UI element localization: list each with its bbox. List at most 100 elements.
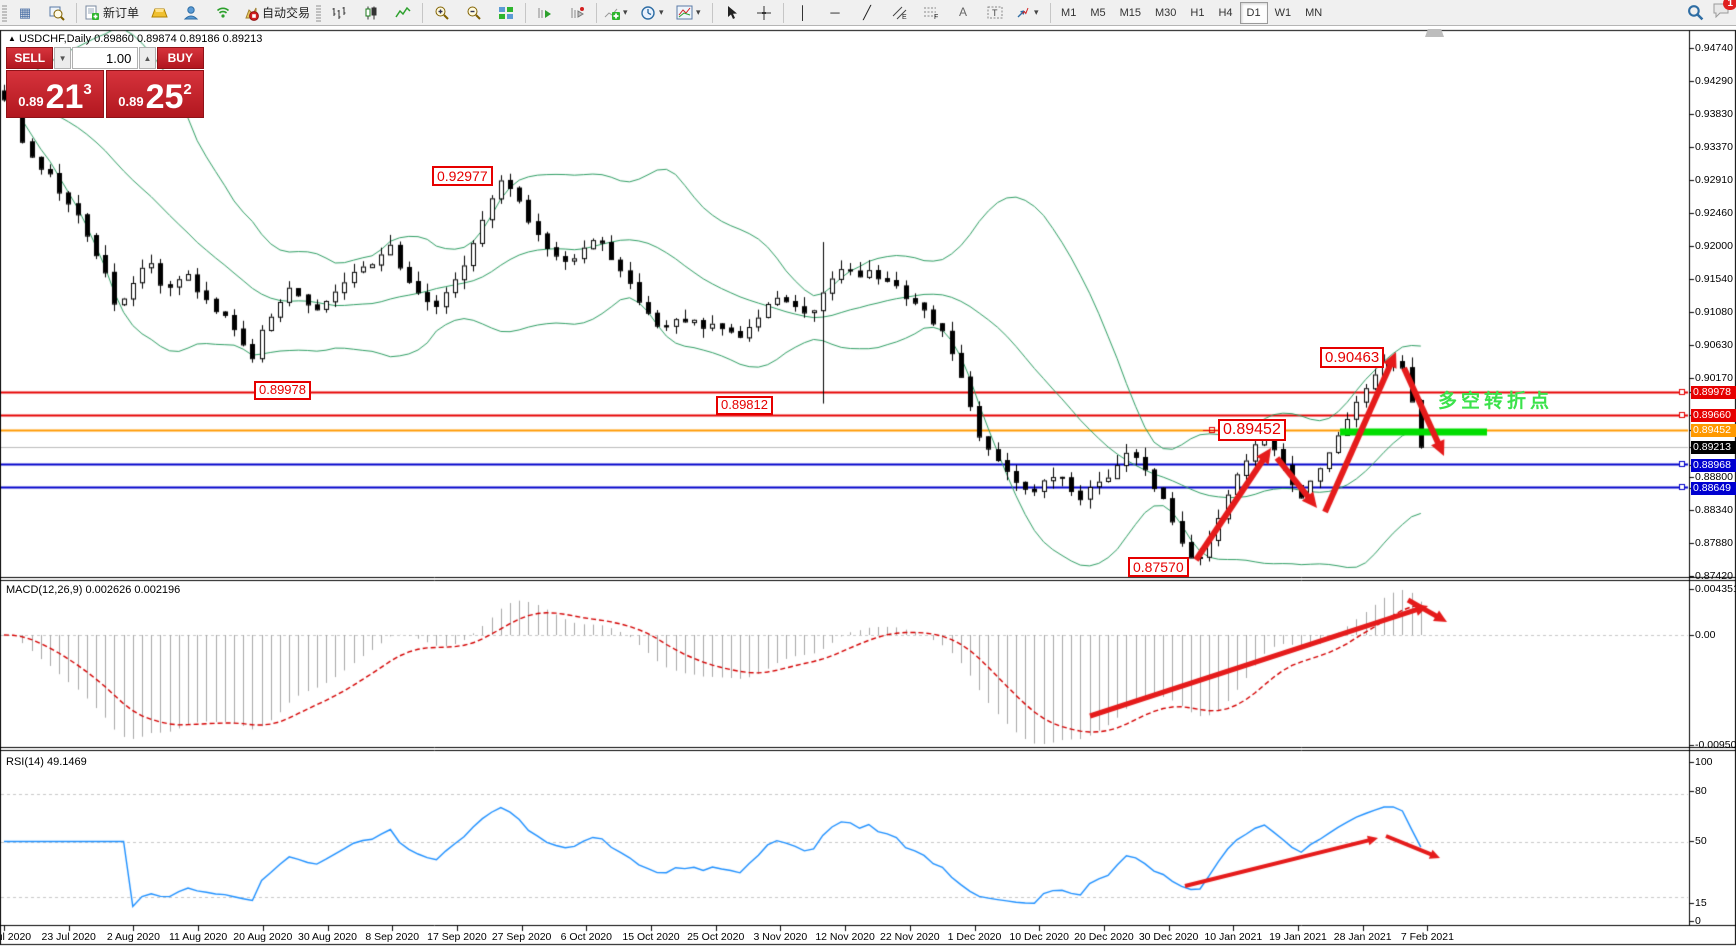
- timeframe-button-m5[interactable]: M5: [1090, 6, 1106, 19]
- toolbar-right: 1: [1687, 0, 1736, 23]
- price-tick-label: 0.90630: [1695, 339, 1733, 351]
- new-order-button[interactable]: 新订单: [80, 1, 143, 25]
- price-callout[interactable]: 0.89978: [254, 381, 311, 400]
- price-callout[interactable]: 0.87570: [1128, 557, 1189, 578]
- date-label: 22 Nov 2020: [880, 931, 940, 943]
- timeframe-button-h1[interactable]: H1: [1190, 6, 1205, 19]
- timeframe-button-d1[interactable]: D1: [1239, 1, 1268, 24]
- trendline-icon: ╱: [863, 5, 871, 20]
- zoom-in-button[interactable]: [426, 1, 458, 25]
- auto-trading-label: 自动交易: [262, 6, 311, 20]
- svg-text:T: T: [992, 8, 998, 18]
- line-chart-button[interactable]: [387, 1, 419, 25]
- shapes-dropdown-caret[interactable]: ▾: [1034, 7, 1039, 17]
- candlestick-button[interactable]: [355, 1, 387, 25]
- auto-trading-button[interactable]: 自动交易: [239, 1, 314, 25]
- symbol-ohlc-header[interactable]: ▲ USDCHF,Daily 0.89860 0.89874 0.89186 0…: [8, 33, 262, 45]
- price-tick-label: 0.87420: [1695, 570, 1733, 582]
- price-badge: 0.88649: [1691, 481, 1736, 495]
- horizontal-line-icon: ─: [830, 5, 840, 20]
- chart-window-button[interactable]: ▦: [9, 1, 41, 25]
- price-callout[interactable]: 0.92977: [432, 166, 493, 187]
- timeframe-button-m30[interactable]: M30: [1155, 6, 1177, 19]
- new-order-label: 新订单: [103, 6, 140, 20]
- collapse-arrow-icon[interactable]: ▲: [8, 34, 16, 43]
- templates-button[interactable]: ▾: [672, 1, 709, 25]
- price-badge: 0.88968: [1691, 458, 1736, 472]
- notifications-button[interactable]: 1: [1712, 0, 1736, 23]
- buy-button[interactable]: BUY: [156, 47, 205, 69]
- indicators-dropdown-caret[interactable]: ▾: [623, 7, 628, 17]
- price-tick-label: 0.93830: [1695, 108, 1733, 120]
- toolbar-separator: [712, 2, 714, 23]
- text-label-tool[interactable]: T: [979, 1, 1011, 25]
- auto-scroll-button[interactable]: [529, 1, 561, 25]
- fibonacci-tool[interactable]: F: [915, 1, 947, 25]
- volume-input[interactable]: 1.00: [71, 47, 139, 69]
- price-callout[interactable]: 0.89452: [1218, 419, 1286, 442]
- date-label: 8 Sep 2020: [365, 931, 420, 943]
- price-tick-label: 0.92910: [1695, 174, 1733, 186]
- date-label: 15 Oct 2020: [622, 931, 680, 943]
- search-icon[interactable]: [1687, 4, 1704, 21]
- shapes-tool[interactable]: ▾: [1011, 1, 1047, 25]
- volume-increase-button[interactable]: ▲: [139, 47, 156, 69]
- date-label: 10 Jan 2021: [1204, 931, 1263, 943]
- chart-scroll-thumb[interactable]: [1425, 29, 1444, 37]
- buy-price-button[interactable]: 0.89 25 2: [106, 70, 204, 118]
- auto-scroll-icon: [538, 7, 552, 18]
- crosshair-tool-button[interactable]: [748, 1, 780, 25]
- main-toolbar: ▦ 新订单 自动交易: [0, 0, 1736, 26]
- vertical-line-tool[interactable]: │: [787, 1, 819, 25]
- community-button[interactable]: [175, 1, 207, 25]
- horizontal-line-tool[interactable]: ─: [819, 1, 851, 25]
- templates-icon: [676, 5, 693, 20]
- rsi-axis-label: 100: [1695, 756, 1713, 768]
- toolbar-separator: [76, 2, 77, 23]
- rsi-axis-label: 80: [1695, 785, 1707, 797]
- sell-button[interactable]: SELL: [6, 47, 54, 69]
- timeframe-button-m1[interactable]: M1: [1061, 6, 1077, 19]
- timeframe-button-mn[interactable]: MN: [1305, 6, 1323, 19]
- gold-icon: [150, 8, 168, 17]
- timeframe-button-m15[interactable]: M15: [1119, 6, 1141, 19]
- text-icon: A: [959, 5, 968, 19]
- crosshair-icon: [757, 5, 772, 20]
- price-callout[interactable]: 0.89812: [716, 396, 773, 415]
- profiles-button[interactable]: [41, 1, 73, 25]
- market-depth-button[interactable]: [143, 1, 175, 25]
- signal-icon: [216, 7, 230, 18]
- volume-decrease-button[interactable]: ▼: [54, 47, 71, 69]
- templates-dropdown-caret[interactable]: ▾: [696, 7, 701, 17]
- price-tick-label: 0.87880: [1695, 537, 1733, 549]
- date-label: 30 Dec 2020: [1138, 931, 1199, 943]
- cursor-tool-button[interactable]: [716, 1, 748, 25]
- buy-price-big: 25: [145, 78, 184, 116]
- macd-axis-label: 0.004351: [1695, 583, 1736, 595]
- price-callout[interactable]: 0.90463: [1320, 347, 1385, 369]
- text-tool[interactable]: A: [947, 1, 979, 25]
- signals-button[interactable]: [207, 1, 239, 25]
- periods-dropdown-caret[interactable]: ▾: [659, 7, 664, 17]
- bar-chart-icon: [332, 6, 346, 19]
- timeframe-button-w1[interactable]: W1: [1274, 6, 1292, 19]
- zoom-out-button[interactable]: [458, 1, 490, 25]
- trendline-tool[interactable]: ╱: [851, 1, 883, 25]
- periods-button[interactable]: ▾: [636, 1, 672, 25]
- chart-shift-button[interactable]: [561, 1, 593, 25]
- notification-count-badge: 1: [1723, 0, 1736, 10]
- price-tick-label: 0.92460: [1695, 207, 1733, 219]
- bar-chart-button[interactable]: [323, 1, 355, 25]
- arrows-shapes-icon: [1017, 7, 1029, 18]
- sell-price-button[interactable]: 0.89 21 3: [6, 70, 104, 118]
- indicators-button[interactable]: ▾: [600, 1, 636, 25]
- price-badge: 0.89978: [1691, 385, 1736, 399]
- one-click-trading-panel: SELL ▼ 1.00 ▲ BUY 0.89 21 3 0.89 25 2: [6, 47, 205, 118]
- timeframe-button-h4[interactable]: H4: [1218, 6, 1233, 19]
- auto-trading-icon: [245, 7, 259, 21]
- toolbar-separator: [422, 2, 424, 23]
- channel-tool[interactable]: E: [883, 1, 915, 25]
- toolbar-separator: [1050, 2, 1052, 23]
- tile-windows-button[interactable]: [490, 1, 522, 25]
